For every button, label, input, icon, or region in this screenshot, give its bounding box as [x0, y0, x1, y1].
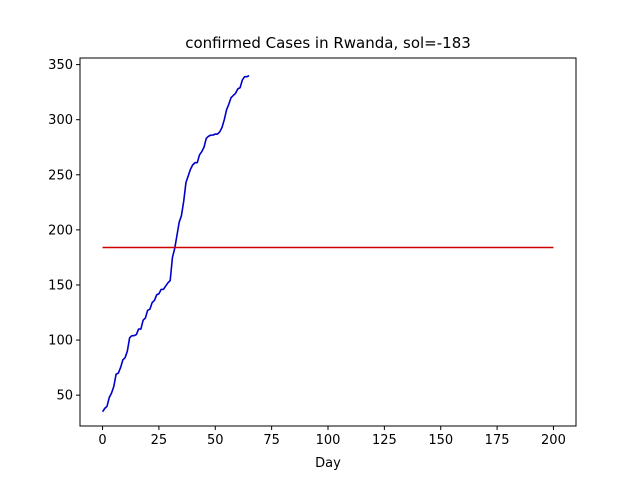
series-line-0	[101, 74, 250, 413]
x-tick-label: 100	[316, 433, 341, 448]
x-axis-label: Day	[315, 456, 341, 471]
y-tick-label: 250	[48, 168, 73, 183]
x-tick-label: 175	[485, 433, 510, 448]
plot-lines	[101, 74, 554, 413]
y-tick-label: 350	[48, 58, 73, 73]
x-tick-label: 50	[207, 433, 224, 448]
x-tick-label: 125	[372, 433, 397, 448]
x-tick-label: 75	[263, 433, 280, 448]
y-tick-label: 50	[56, 389, 73, 404]
x-tick-label: 200	[541, 433, 566, 448]
y-tick-label: 100	[48, 334, 73, 349]
y-tick-label: 300	[48, 113, 73, 128]
x-tick-label: 150	[428, 433, 453, 448]
chart-title: confirmed Cases in Rwanda, sol=-183	[185, 34, 471, 52]
x-axis: 0 25 50 75 100 125 150 175 200	[98, 426, 566, 448]
x-tick-label: 0	[98, 433, 106, 448]
y-tick-label: 150	[48, 278, 73, 293]
x-tick-label: 25	[151, 433, 168, 448]
y-tick-label: 200	[48, 223, 73, 238]
y-axis: 50 100 150 200 250 300 350	[48, 58, 80, 404]
